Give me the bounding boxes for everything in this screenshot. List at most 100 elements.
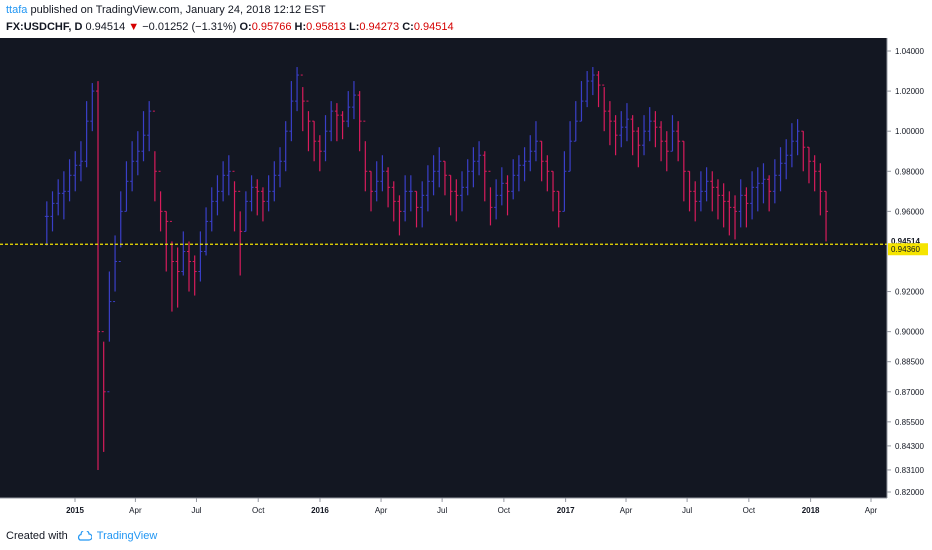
hline-price-label: 0.94360 <box>888 243 928 256</box>
svg-text:0.94360: 0.94360 <box>891 245 920 254</box>
price-tick-label: 1.00000 <box>895 127 924 136</box>
ohlc-bar <box>56 179 61 216</box>
time-tick-label: Jul <box>682 506 692 515</box>
ohlc-bar <box>573 101 578 142</box>
time-tick-label: Apr <box>375 506 388 515</box>
ohlc-bar <box>215 175 220 216</box>
price-axis[interactable] <box>887 38 932 520</box>
ohlc-bar <box>442 160 447 196</box>
ohlc-bar <box>806 146 811 184</box>
ohlc-bar <box>243 191 248 232</box>
low-value: 0.94273 <box>359 21 400 33</box>
ohlc-bar <box>767 175 772 212</box>
ohlc-bar <box>295 67 300 112</box>
price-chart[interactable]: 1.04000 1.02000 1.00000 0.98000 0.96000 0.920… <box>0 38 932 520</box>
ohlc-bar <box>300 74 305 132</box>
ohlc-bar <box>386 167 391 208</box>
price-tick-label: 0.83100 <box>895 466 924 475</box>
ohlc-bar <box>602 84 607 132</box>
plot-area[interactable] <box>0 38 887 498</box>
ohlc-bar <box>61 171 66 220</box>
ohlc-bar <box>789 123 794 168</box>
ohlc-bar <box>516 155 521 192</box>
ohlc-bar <box>551 170 556 212</box>
ohlc-bar <box>403 175 408 222</box>
price-tick-label: 0.90000 <box>895 328 924 337</box>
ohlc-bar <box>306 100 311 152</box>
ohlc-bar <box>90 83 95 132</box>
ohlc-bar <box>670 115 675 152</box>
time-tick-label: 2016 <box>311 506 329 515</box>
tradingview-link[interactable]: TradingView <box>96 530 158 542</box>
ohlc-bar <box>528 135 533 172</box>
publish-info: ttafa published on TradingView.com, Janu… <box>6 4 326 18</box>
ohlc-bar <box>824 190 829 242</box>
price-change: −0.01252 (−1.31%) <box>142 21 237 33</box>
ohlc-bar <box>715 179 720 220</box>
ohlc-bar <box>50 191 55 232</box>
ohlc-bar <box>204 207 209 256</box>
ohlc-bar <box>363 120 368 192</box>
ohlc-bar <box>340 111 345 140</box>
ohlc-bar <box>795 119 800 156</box>
ohlc-bar <box>687 170 692 212</box>
ohlc-bar <box>772 159 777 204</box>
ohlc-bar <box>636 127 641 168</box>
ohlc-bar <box>408 175 413 212</box>
ohlc-bar <box>585 71 590 108</box>
ohlc-bar <box>369 170 374 212</box>
price-tick-label: 0.84300 <box>895 442 924 451</box>
open-value: 0.95766 <box>251 21 292 33</box>
ohlc-bar <box>232 170 237 232</box>
ohlc-bar <box>738 179 743 228</box>
ohlc-bar <box>761 163 766 204</box>
ohlc-bar <box>44 201 49 246</box>
ohlc-bar <box>329 101 334 142</box>
ohlc-bar <box>710 171 715 212</box>
ohlc-bar <box>698 171 703 212</box>
author-link[interactable]: ttafa <box>6 4 28 16</box>
ohlc-bar <box>448 174 453 216</box>
ohlc-bar <box>374 161 379 202</box>
ohlc-bar <box>511 159 516 200</box>
footer: Created with TradingView <box>6 528 157 544</box>
ohlc-bar <box>647 107 652 142</box>
ohlc-bar <box>522 147 527 182</box>
ohlc-bar <box>135 131 140 176</box>
ohlc-bar <box>727 191 732 236</box>
ohlc-bar <box>812 155 817 192</box>
change-down-icon: ▼ <box>128 21 140 33</box>
ohlc-bar <box>465 159 470 196</box>
ohlc-bar <box>266 175 271 212</box>
ohlc-bar <box>642 115 647 156</box>
price-tick-label: 0.96000 <box>895 207 924 216</box>
ohlc-bar <box>181 231 186 276</box>
ohlc-bar <box>784 139 789 180</box>
ohlc-bar <box>659 121 664 162</box>
ohlc-bar <box>260 187 265 222</box>
ohlc-bar <box>539 140 544 182</box>
ohlc-bar <box>238 190 243 276</box>
ohlc-bar <box>107 271 112 393</box>
ohlc-bar <box>425 165 430 212</box>
ohlc-bar <box>494 179 499 220</box>
price-tick-label: 0.85500 <box>895 418 924 427</box>
ohlc-bar <box>721 183 726 228</box>
ohlc-bar <box>596 71 601 108</box>
low-key: L: <box>348 21 360 33</box>
ohlc-bar <box>676 121 681 162</box>
time-tick-label: 2018 <box>802 506 820 515</box>
ohlc-bar <box>477 141 482 176</box>
ohlc-bar <box>334 103 339 142</box>
time-tick-label: Oct <box>743 506 756 515</box>
time-ticks: 2015 Apr Jul Oct 2016 Apr Jul Oct 2017 Apr Jul Oct 2… <box>66 498 878 515</box>
ohlc-bar <box>101 331 106 452</box>
high-key: H: <box>294 21 307 33</box>
close-key: C: <box>402 21 414 33</box>
ohlc-bar <box>175 247 180 308</box>
price-tick-label: 0.88500 <box>895 358 924 367</box>
time-tick-label: Oct <box>252 506 265 515</box>
ohlc-bar <box>67 159 72 202</box>
ohlc-bar <box>312 120 317 162</box>
ohlc-bar <box>96 81 101 470</box>
